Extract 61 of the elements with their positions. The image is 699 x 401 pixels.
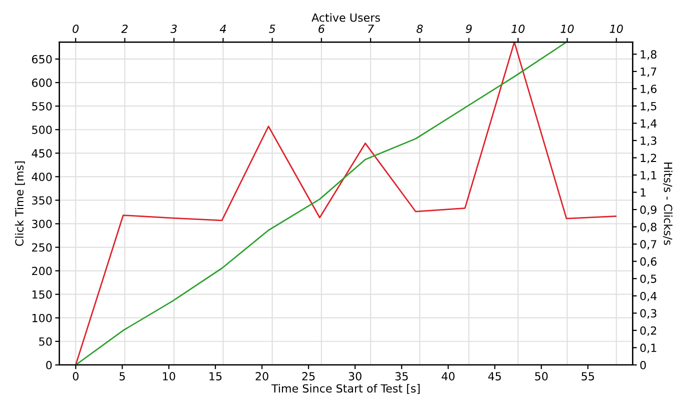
y-tick-label: 350 bbox=[32, 196, 52, 205]
y2-tick-label: 1,3 bbox=[640, 136, 656, 146]
x-tick-label: 15 bbox=[210, 372, 222, 380]
y2-tick-label: 1,5 bbox=[640, 102, 656, 112]
y2-tick-label: 1,1 bbox=[640, 171, 656, 181]
y2-tick-label: 0,2 bbox=[640, 326, 656, 336]
y-axis-title: Click Time [ms] bbox=[14, 161, 25, 246]
y-tick-label: 600 bbox=[32, 78, 52, 87]
text: 9 bbox=[466, 24, 472, 34]
y-tick-label: 300 bbox=[32, 220, 52, 228]
x-tick-label: 30 bbox=[348, 372, 362, 380]
y-tick-label: 200 bbox=[32, 266, 52, 276]
text: 2 bbox=[121, 24, 128, 33]
y2-tick-label: 0,8 bbox=[640, 222, 656, 232]
y2-tick-label: 0,1 bbox=[640, 344, 656, 354]
x-tick-label: 45 bbox=[488, 372, 501, 380]
text: 3 bbox=[170, 24, 177, 34]
y-tick-label: 100 bbox=[32, 314, 52, 322]
y-tick-label: 400 bbox=[32, 172, 52, 182]
text: 6 bbox=[318, 24, 324, 34]
text: 10 bbox=[610, 24, 623, 34]
x-tick-label: 10 bbox=[162, 372, 176, 380]
y2-tick-label: 1,8 bbox=[640, 50, 656, 60]
x-tick-label: 25 bbox=[302, 372, 315, 380]
y-tick-label: 500 bbox=[32, 126, 52, 134]
x-tick-label: 0 bbox=[72, 372, 79, 380]
y2-tick-label: 1 bbox=[640, 188, 646, 197]
text: 0 bbox=[72, 24, 79, 34]
y2-tick-label: 1,7 bbox=[640, 68, 656, 77]
y2-tick-label: 0,5 bbox=[640, 274, 656, 284]
x2-axis-title: Active Users bbox=[312, 13, 380, 22]
text: 7 bbox=[368, 24, 374, 33]
text: 4 bbox=[220, 24, 226, 33]
x-tick-label: 50 bbox=[535, 372, 548, 380]
y-tick-label: 550 bbox=[32, 102, 52, 110]
x-tick-label: 40 bbox=[442, 372, 455, 380]
x-axis-title: Time Since Start of Test [s] bbox=[271, 384, 420, 394]
y-tick-label: 250 bbox=[32, 243, 52, 252]
y2-tick-label: 1,6 bbox=[640, 84, 657, 94]
y2-tick-label: 0,9 bbox=[640, 206, 656, 216]
y-tick-label: 50 bbox=[39, 337, 52, 346]
y-tick-label: 0 bbox=[46, 360, 52, 370]
y-tick-label: 450 bbox=[32, 149, 52, 158]
y-tick-label: 650 bbox=[32, 55, 52, 64]
y2-tick-label: 0,3 bbox=[640, 309, 656, 319]
y2-tick-label: 1,2 bbox=[640, 154, 656, 164]
x-tick-label: 55 bbox=[582, 372, 594, 380]
y2-tick-label: 0,6 bbox=[640, 257, 657, 267]
y2-tick-label: 0,7 bbox=[640, 240, 656, 250]
y2-tick-label: 0,4 bbox=[640, 292, 657, 302]
x-tick-label: 5 bbox=[120, 372, 125, 380]
y2-axis-title: Hits/s - Clicks/s bbox=[663, 162, 672, 245]
y-tick-label: 150 bbox=[32, 290, 52, 299]
text: 5 bbox=[268, 24, 276, 34]
y2-tick-label: 1,4 bbox=[640, 119, 657, 129]
x-tick-label: 20 bbox=[256, 372, 268, 380]
text: 10 bbox=[560, 24, 574, 34]
text: 8 bbox=[416, 24, 423, 34]
x-tick-label: 35 bbox=[395, 372, 408, 380]
y2-tick-label: 0 bbox=[640, 360, 646, 370]
text: 10 bbox=[512, 24, 525, 34]
